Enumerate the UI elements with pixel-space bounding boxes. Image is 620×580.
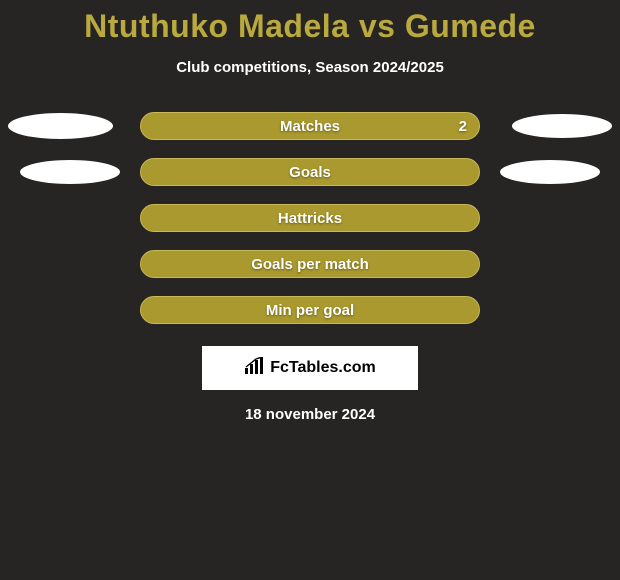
stat-pill: Goals xyxy=(140,158,480,186)
stat-pill: Goals per match xyxy=(140,250,480,278)
left-value-ellipse xyxy=(20,160,120,184)
right-value-ellipse xyxy=(500,160,600,184)
logo[interactable]: FcTables.com xyxy=(244,357,376,380)
comparison-card: Ntuthuko Madela vs Gumede Club competiti… xyxy=(0,0,620,423)
logo-box: FcTables.com xyxy=(202,346,418,390)
page-subtitle: Club competitions, Season 2024/2025 xyxy=(176,59,444,76)
stat-row-min-per-goal: Min per goal xyxy=(0,296,620,324)
stat-label: Goals xyxy=(289,164,331,181)
left-value-ellipse xyxy=(8,113,113,139)
stat-row-hattricks: Hattricks xyxy=(0,204,620,232)
stat-pill: Hattricks xyxy=(140,204,480,232)
right-value-ellipse xyxy=(512,114,612,138)
stat-value-right: 2 xyxy=(459,118,467,135)
date-label: 18 november 2024 xyxy=(245,406,375,423)
bar-chart-icon xyxy=(244,357,266,380)
stat-row-goals: Goals xyxy=(0,158,620,186)
stat-pill: Min per goal xyxy=(140,296,480,324)
page-title: Ntuthuko Madela vs Gumede xyxy=(84,8,536,45)
stat-label: Min per goal xyxy=(266,302,354,319)
stat-row-goals-per-match: Goals per match xyxy=(0,250,620,278)
stat-label: Goals per match xyxy=(251,256,369,273)
stat-row-matches: Matches 2 xyxy=(0,112,620,140)
stat-label: Hattricks xyxy=(278,210,342,227)
stat-pill: Matches 2 xyxy=(140,112,480,140)
logo-text: FcTables.com xyxy=(270,359,376,377)
stat-label: Matches xyxy=(280,118,340,135)
stat-rows: Matches 2 Goals Hattricks Goals per matc… xyxy=(0,112,620,324)
